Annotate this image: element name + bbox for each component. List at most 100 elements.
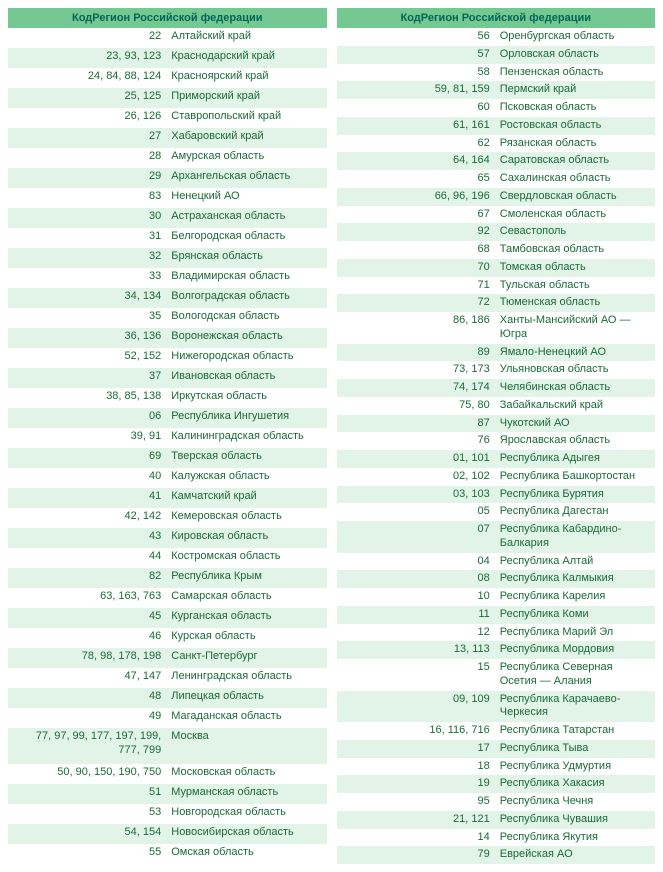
code-cell: 63, 163, 763 bbox=[8, 588, 167, 608]
table-row: 75, 80Забайкальский край bbox=[337, 397, 656, 415]
left-table: КодРегион Российской федерации 22Алтайск… bbox=[8, 8, 327, 864]
table-row: 34, 134Волгоградская область bbox=[8, 288, 327, 308]
left-header-region: Регион Российской федерации bbox=[92, 12, 262, 24]
right-header: КодРегион Российской федерации bbox=[337, 8, 656, 28]
table-row: 78, 98, 178, 198Санкт-Петербург bbox=[8, 648, 327, 668]
table-row: 16, 116, 716Республика Татарстан bbox=[337, 722, 656, 740]
code-cell: 67 bbox=[337, 206, 496, 224]
table-row: 64, 164Саратовская область bbox=[337, 152, 656, 170]
region-cell: Ивановская область bbox=[167, 368, 326, 388]
region-cell: Республика Бурятия bbox=[496, 486, 655, 504]
table-row: 37Ивановская область bbox=[8, 368, 327, 388]
region-cell: Республика Мордовия bbox=[496, 641, 655, 659]
region-cell: Ульяновская область bbox=[496, 361, 655, 379]
code-cell: 57 bbox=[337, 46, 496, 64]
code-cell: 17 bbox=[337, 740, 496, 758]
region-cell: Вологодская область bbox=[167, 308, 326, 328]
code-cell: 35 bbox=[8, 308, 167, 328]
table-row: 76Ярославская область bbox=[337, 432, 656, 450]
code-cell: 52, 152 bbox=[8, 348, 167, 368]
region-cell: Липецкая область bbox=[167, 688, 326, 708]
table-row: 15Республика Северная Осетия — Алания bbox=[337, 659, 656, 691]
table-row: 54, 154Новосибирская область bbox=[8, 824, 327, 844]
code-cell: 06 bbox=[8, 408, 167, 428]
code-cell: 08 bbox=[337, 570, 496, 588]
region-cell: Республика Якутия bbox=[496, 829, 655, 847]
table-row: 33Владимирская область bbox=[8, 268, 327, 288]
table-row: 60Псковская область bbox=[337, 99, 656, 117]
code-cell: 02, 102 bbox=[337, 468, 496, 486]
table-row: 57Орловская область bbox=[337, 46, 656, 64]
region-cell: Сахалинская область bbox=[496, 170, 655, 188]
region-cell: Воронежская область bbox=[167, 328, 326, 348]
table-row: 47, 147Ленинградская область bbox=[8, 668, 327, 688]
region-cell: Республика Кабардино-Балкария bbox=[496, 521, 655, 553]
code-cell: 11 bbox=[337, 606, 496, 624]
table-row: 52, 152Нижегородская область bbox=[8, 348, 327, 368]
region-cell: Республика Дагестан bbox=[496, 503, 655, 521]
table-row: 13, 113Республика Мордовия bbox=[337, 641, 656, 659]
region-cell: Санкт-Петербург bbox=[167, 648, 326, 668]
region-cell: Тюменская область bbox=[496, 294, 655, 312]
table-row: 61, 161Ростовская область bbox=[337, 117, 656, 135]
code-cell: 47, 147 bbox=[8, 668, 167, 688]
table-row: 29Архангельская область bbox=[8, 168, 327, 188]
code-cell: 72 bbox=[337, 294, 496, 312]
left-tbody: 22Алтайский край23, 93, 123Краснодарский… bbox=[8, 28, 327, 864]
region-cell: Ростовская область bbox=[496, 117, 655, 135]
code-cell: 86, 186 bbox=[337, 312, 496, 344]
table-row: 27Хабаровский край bbox=[8, 128, 327, 148]
table-row: 05Республика Дагестан bbox=[337, 503, 656, 521]
table-row: 19Республика Хакасия bbox=[337, 775, 656, 793]
region-cell: Свердловская область bbox=[496, 188, 655, 206]
table-row: 67Смоленская область bbox=[337, 206, 656, 224]
region-cell: Астраханская область bbox=[167, 208, 326, 228]
region-cell: Ненецкий АО bbox=[167, 188, 326, 208]
table-row: 06Республика Ингушетия bbox=[8, 408, 327, 428]
region-cell: Архангельская область bbox=[167, 168, 326, 188]
table-row: 17Республика Тыва bbox=[337, 740, 656, 758]
left-header-row: КодРегион Российской федерации bbox=[8, 8, 327, 28]
region-cell: Республика Крым bbox=[167, 568, 326, 588]
region-cell: Самарская область bbox=[167, 588, 326, 608]
table-row: 39, 91Калининградская область bbox=[8, 428, 327, 448]
code-cell: 21, 121 bbox=[337, 811, 496, 829]
table-row: 48Липецкая область bbox=[8, 688, 327, 708]
table-row: 01, 101Республика Адыгея bbox=[337, 450, 656, 468]
table-row: 66, 96, 196Свердловская область bbox=[337, 188, 656, 206]
code-cell: 95 bbox=[337, 793, 496, 811]
region-cell: Волгоградская область bbox=[167, 288, 326, 308]
code-cell: 27 bbox=[8, 128, 167, 148]
table-row: 50, 90, 150, 190, 750Московская область bbox=[8, 764, 327, 784]
code-cell: 92 bbox=[337, 223, 496, 241]
region-cell: Владимирская область bbox=[167, 268, 326, 288]
code-cell: 64, 164 bbox=[337, 152, 496, 170]
table-row: 28Амурская область bbox=[8, 148, 327, 168]
code-cell: 71 bbox=[337, 277, 496, 295]
code-cell: 54, 154 bbox=[8, 824, 167, 844]
table-row: 10Республика Карелия bbox=[337, 588, 656, 606]
code-cell: 09, 109 bbox=[337, 691, 496, 723]
table-row: 59, 81, 159Пермский край bbox=[337, 81, 656, 99]
region-cell: Приморский край bbox=[167, 88, 326, 108]
region-cell: Амурская область bbox=[167, 148, 326, 168]
code-cell: 48 bbox=[8, 688, 167, 708]
right-tbody: 56Оренбургская область57Орловская област… bbox=[337, 28, 656, 864]
code-cell: 74, 174 bbox=[337, 379, 496, 397]
code-cell: 68 bbox=[337, 241, 496, 259]
region-cell: Курская область bbox=[167, 628, 326, 648]
region-cell: Магаданская область bbox=[167, 708, 326, 728]
right-header-region: Регион Российской федерации bbox=[421, 12, 591, 24]
table-row: 22Алтайский край bbox=[8, 28, 327, 48]
region-cell: Чукотский АО bbox=[496, 415, 655, 433]
table-row: 53Новгородская область bbox=[8, 804, 327, 824]
table-row: 38, 85, 138Иркутская область bbox=[8, 388, 327, 408]
region-cell: Кировская область bbox=[167, 528, 326, 548]
code-cell: 79 bbox=[337, 846, 496, 864]
table-row: 72Тюменская область bbox=[337, 294, 656, 312]
region-cell: Омская область bbox=[167, 844, 326, 865]
table-row: 70Томская область bbox=[337, 259, 656, 277]
code-cell: 26, 126 bbox=[8, 108, 167, 128]
table-row: 63, 163, 763Самарская область bbox=[8, 588, 327, 608]
region-cell: Краснодарский край bbox=[167, 48, 326, 68]
